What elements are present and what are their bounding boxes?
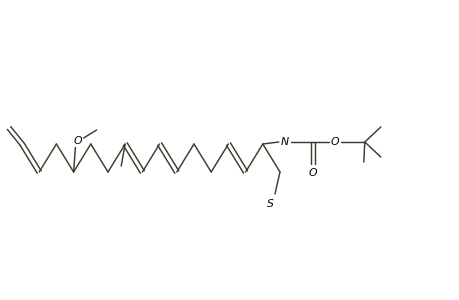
Text: S: S — [266, 199, 273, 209]
Text: O: O — [308, 168, 316, 178]
Text: O: O — [73, 136, 82, 146]
Text: O: O — [330, 137, 338, 147]
Text: N: N — [280, 137, 288, 147]
